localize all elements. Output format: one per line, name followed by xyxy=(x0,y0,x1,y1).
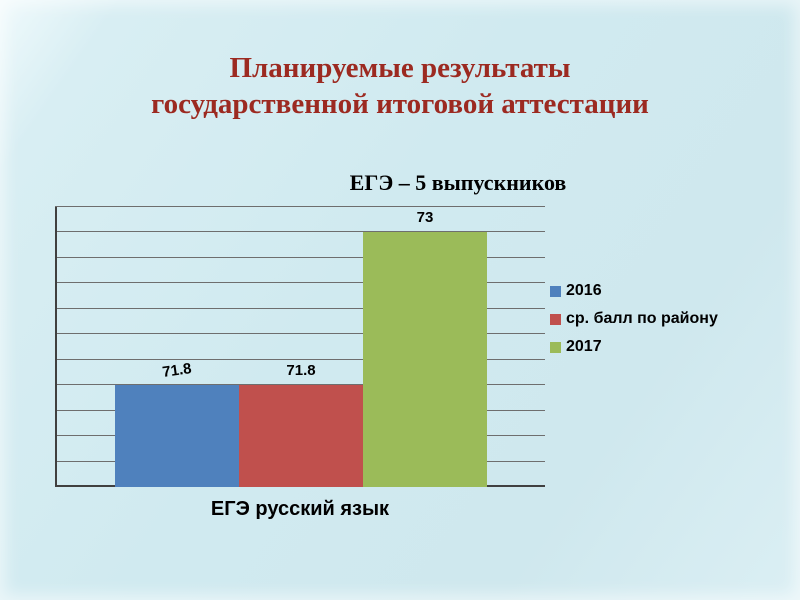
gridline xyxy=(55,384,545,386)
bar xyxy=(239,385,363,487)
legend-item-2: 2017 xyxy=(550,338,718,356)
gridline xyxy=(55,256,545,258)
gridline xyxy=(55,206,545,207)
chart-legend: 2016 ср. балл по району 2017 xyxy=(550,282,718,366)
bar xyxy=(363,232,487,487)
bar-series-2: 73 xyxy=(363,207,487,487)
legend-item-1: ср. балл по району xyxy=(550,310,718,328)
bar-series-1: 71.8 xyxy=(239,207,363,487)
bar-value-label: 71.8 xyxy=(161,360,193,382)
legend-label: 2016 xyxy=(566,282,602,299)
legend-item-0: 2016 xyxy=(550,282,718,300)
bar-series-0: 71.8 xyxy=(115,207,239,487)
slide-title-line1: Планируемые результаты xyxy=(229,52,571,84)
legend-swatch xyxy=(550,313,561,325)
bar-value-label: 71.8 xyxy=(286,362,316,380)
gridline xyxy=(55,333,545,335)
chart-title: ЕГЭ – 5 выпускников xyxy=(349,170,567,195)
legend-swatch xyxy=(550,341,561,353)
legend-swatch xyxy=(550,285,561,297)
legend-label: 2017 xyxy=(566,338,602,355)
gridline xyxy=(55,231,545,233)
x-axis-category-label: ЕГЭ русский язык xyxy=(210,498,390,520)
y-axis-line xyxy=(55,207,57,487)
plot-area: 71.8 71.8 73 xyxy=(55,206,545,487)
legend-label: ср. балл по району xyxy=(566,310,718,327)
slide-title-line2: государственной итоговой аттестации xyxy=(151,88,649,121)
gridline xyxy=(55,307,545,309)
bar-chart: ЕГЭ – 5 выпускников 71.8 71.8 73 ЕГЭ русск… xyxy=(55,170,745,535)
slide-title: Планируемые результаты государственной и… xyxy=(0,50,800,123)
bar-group: 71.8 71.8 73 xyxy=(115,207,487,487)
bar xyxy=(115,385,239,487)
gridline xyxy=(55,282,545,284)
gridline xyxy=(55,358,545,360)
bar-value-label: 73 xyxy=(416,209,434,227)
